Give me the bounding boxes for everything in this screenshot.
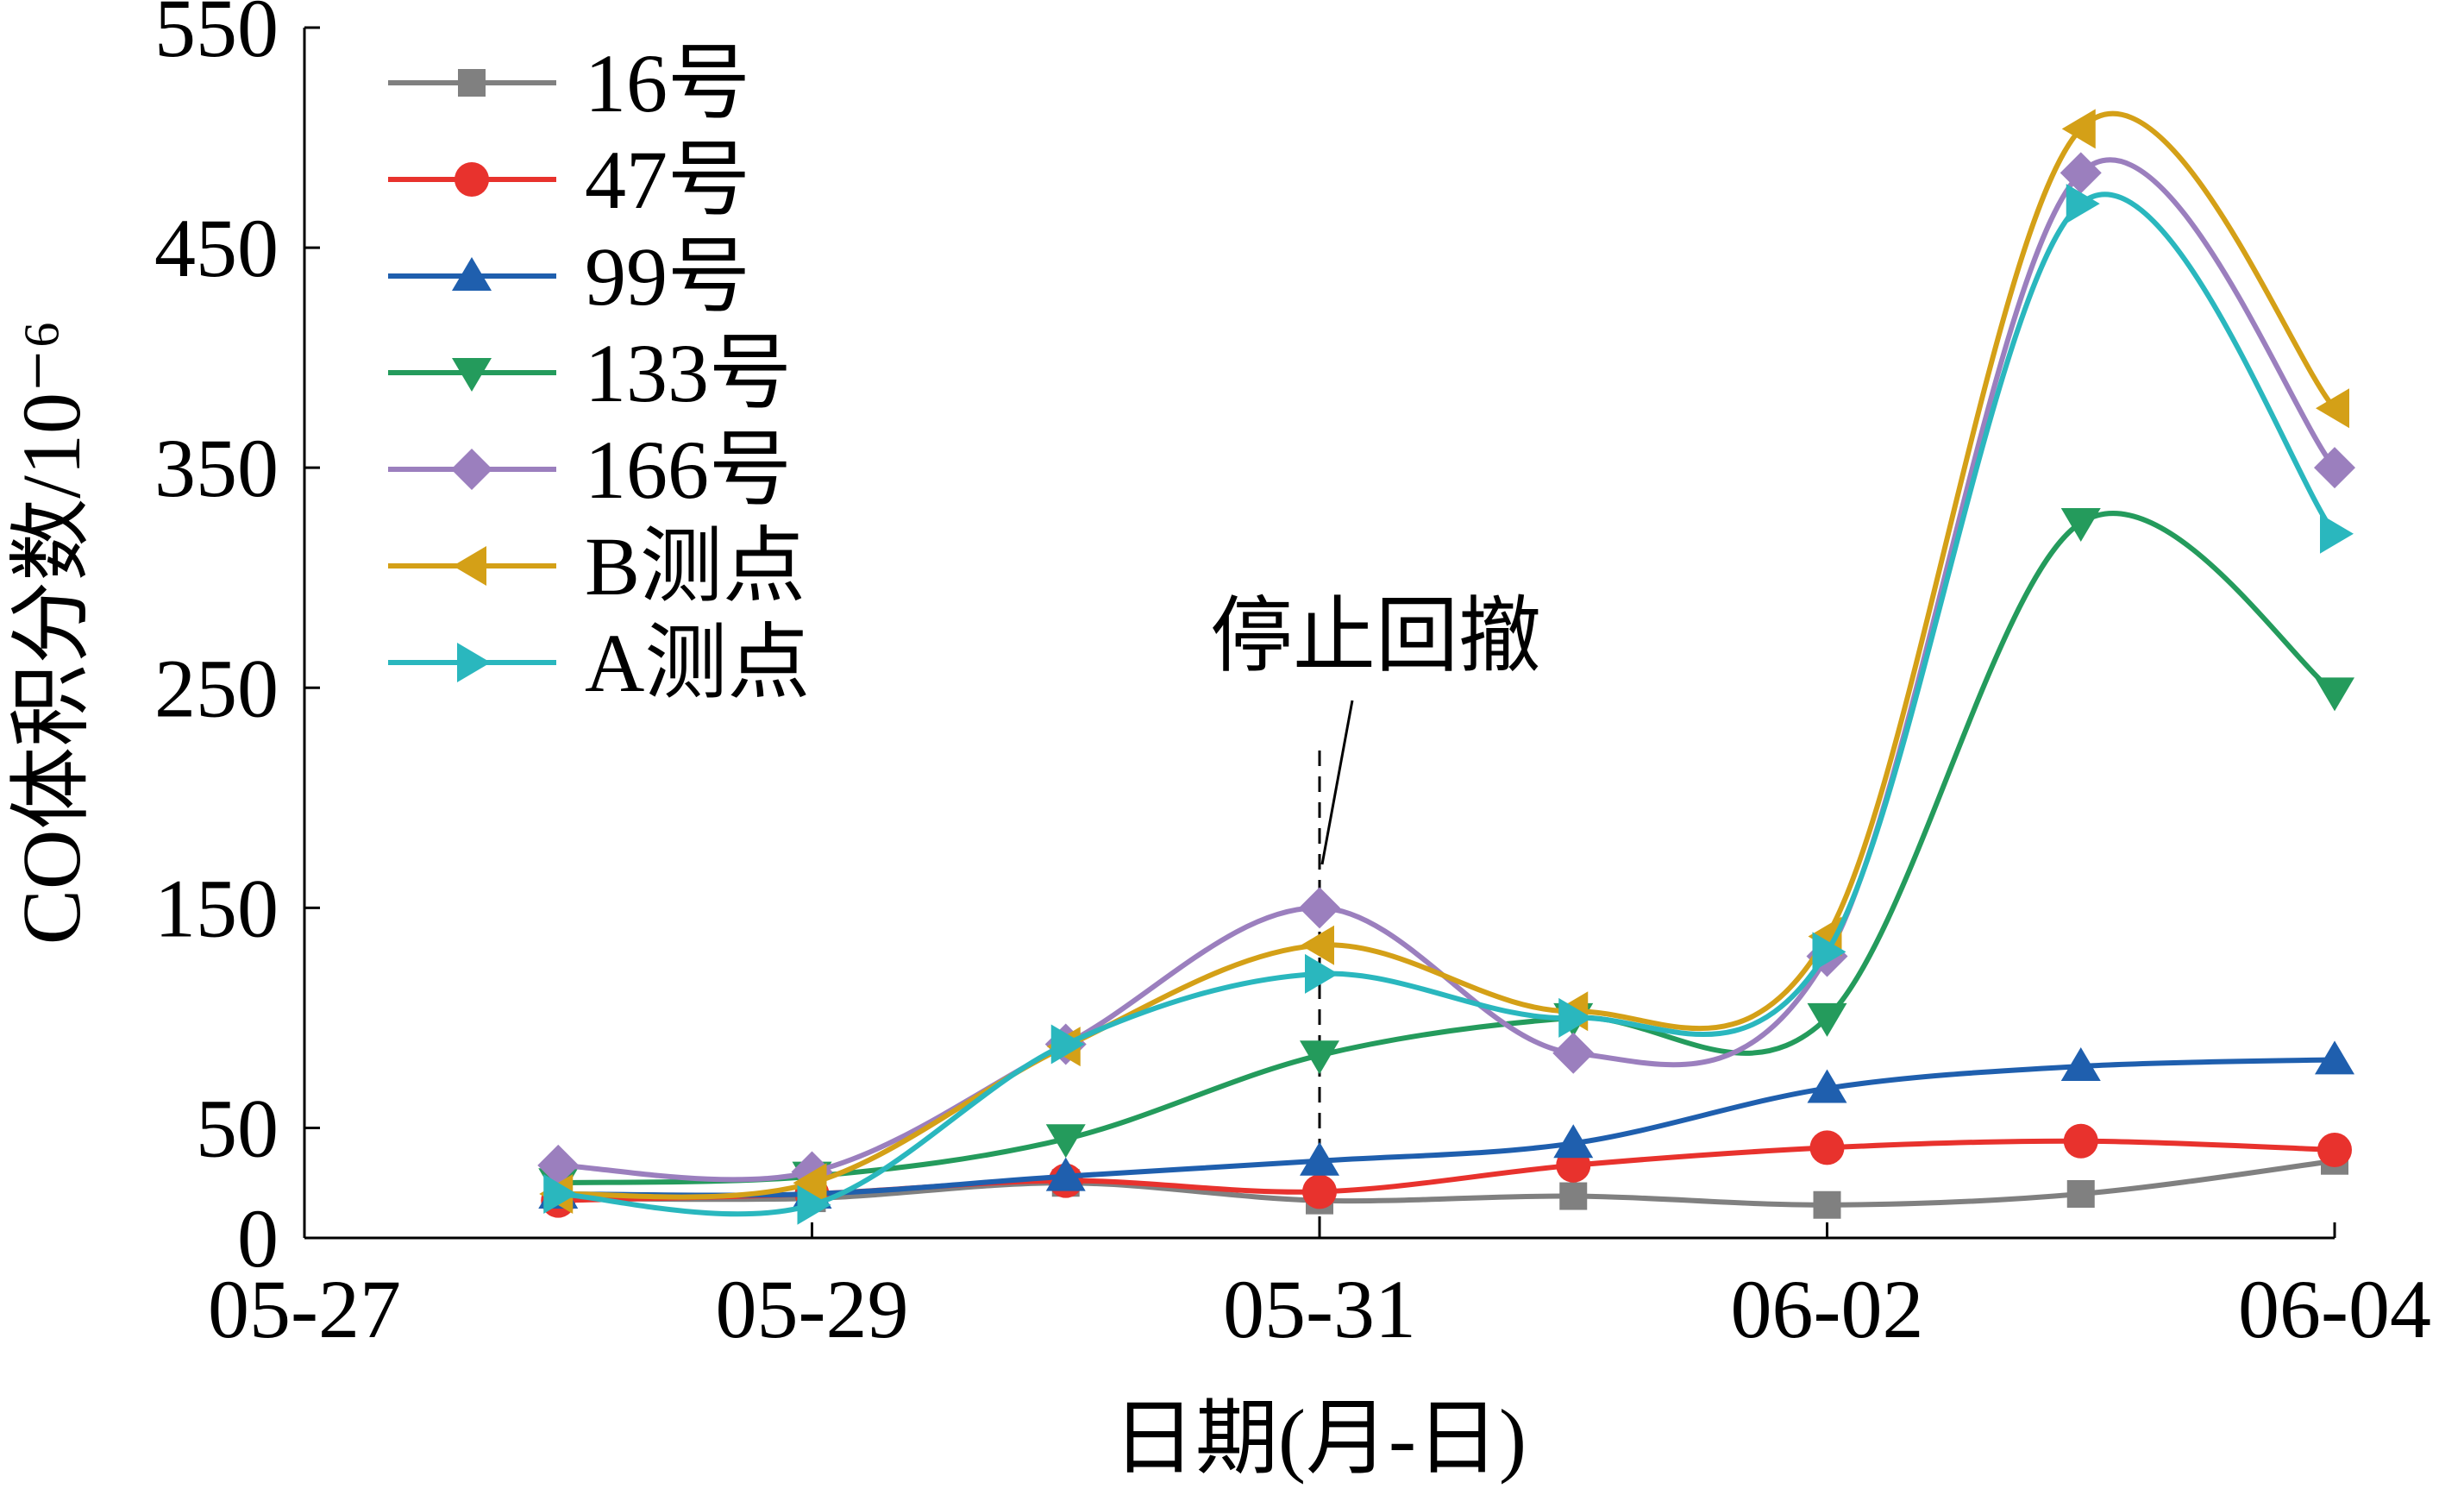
data-point <box>543 1173 578 1214</box>
legend-label: 47号 <box>585 134 750 226</box>
data-point <box>1813 1190 1841 1219</box>
data-point <box>2315 677 2354 712</box>
legend-label: B测点 <box>585 520 806 612</box>
data-point <box>1300 1040 1339 1075</box>
data-point <box>2317 1132 2352 1167</box>
y-tick-label: 350 <box>154 422 279 514</box>
data-point <box>1050 1024 1085 1065</box>
data-point <box>1305 953 1339 994</box>
data-point <box>2066 184 2100 224</box>
data-point <box>1302 1174 1337 1209</box>
data-point <box>2061 109 2096 149</box>
data-point <box>1299 887 1340 929</box>
y-ticks: 0 50 150 250 350 450 550 <box>154 0 320 1285</box>
annotation-pointer <box>1320 700 1354 865</box>
data-point <box>2060 1047 2101 1082</box>
legend-marker <box>455 162 489 197</box>
data-point <box>2315 1040 2354 1075</box>
y-tick-label: 0 <box>237 1192 279 1285</box>
data-point <box>2314 447 2355 489</box>
data-point <box>793 1163 827 1203</box>
data-point <box>1300 1141 1339 1176</box>
y-axis-title: CO体积分数/10⁻⁶ <box>5 320 97 945</box>
legend-marker <box>458 69 486 97</box>
y-tick-label: 550 <box>154 0 279 74</box>
data-point <box>537 1144 580 1186</box>
series-line <box>558 1158 2335 1208</box>
legend-marker <box>451 449 492 490</box>
data-point <box>1553 1124 1594 1159</box>
data-point <box>2320 513 2354 554</box>
legend-label: 99号 <box>585 230 750 323</box>
series-5 <box>537 152 2355 1193</box>
data-point <box>1807 1069 1847 1103</box>
series-layer <box>537 109 2355 1225</box>
y-tick-label: 50 <box>196 1082 279 1174</box>
y-tick-label: 150 <box>154 862 279 954</box>
data-point <box>1812 932 1846 972</box>
annotation: 停止回撤 <box>1210 590 1541 1238</box>
data-point <box>1045 1157 1086 1191</box>
data-point <box>2060 507 2101 542</box>
y-tick-label: 250 <box>154 642 279 734</box>
x-tick-label: 05-31 <box>1223 1263 1416 1355</box>
x-tick-label: 05-27 <box>208 1263 401 1355</box>
legend-marker <box>452 358 492 392</box>
x-axis-title: 日期(月-日) <box>1113 1392 1527 1485</box>
legend-label: 133号 <box>585 327 792 419</box>
data-point <box>1558 997 1593 1038</box>
series-line <box>558 192 2337 1217</box>
data-point <box>1809 1130 1845 1165</box>
series-7 <box>543 184 2354 1225</box>
data-point <box>1301 925 1334 965</box>
legend-label: A测点 <box>585 617 810 709</box>
legend-label: 16号 <box>585 37 750 129</box>
data-point <box>1559 1182 1588 1210</box>
data-point <box>2060 152 2102 194</box>
data-point <box>797 1184 831 1225</box>
legend-marker <box>453 546 486 586</box>
data-point <box>1045 1124 1086 1159</box>
y-tick-label: 450 <box>154 202 279 294</box>
data-point <box>2066 1179 2095 1208</box>
x-ticks: 05-27 05-29 05-31 06-02 06-04 <box>208 1222 2431 1355</box>
legend-label: 166号 <box>585 424 792 516</box>
data-point <box>1552 1032 1595 1074</box>
data-point <box>1807 1002 1847 1037</box>
annotation-label: 停止回撤 <box>1210 590 1541 682</box>
legend-marker <box>457 643 491 682</box>
legend-marker <box>452 257 492 291</box>
x-tick-label: 05-29 <box>716 1263 909 1355</box>
data-point <box>2063 1123 2098 1159</box>
x-tick-label: 06-02 <box>1731 1263 1924 1355</box>
x-tick-label: 06-04 <box>2238 1263 2431 1355</box>
data-point <box>2316 388 2349 429</box>
